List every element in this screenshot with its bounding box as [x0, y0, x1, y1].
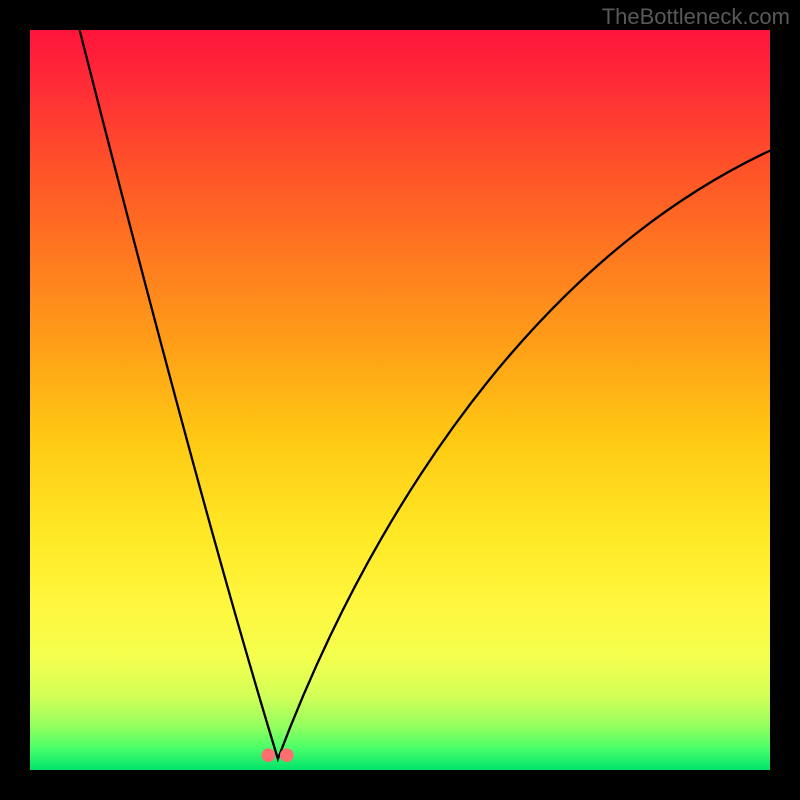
watermark-text: TheBottleneck.com — [602, 4, 790, 30]
optimal-point-marker — [280, 748, 294, 762]
optimal-point-marker — [261, 748, 275, 762]
bottleneck-chart — [0, 0, 800, 800]
chart-plot-background — [30, 30, 770, 770]
